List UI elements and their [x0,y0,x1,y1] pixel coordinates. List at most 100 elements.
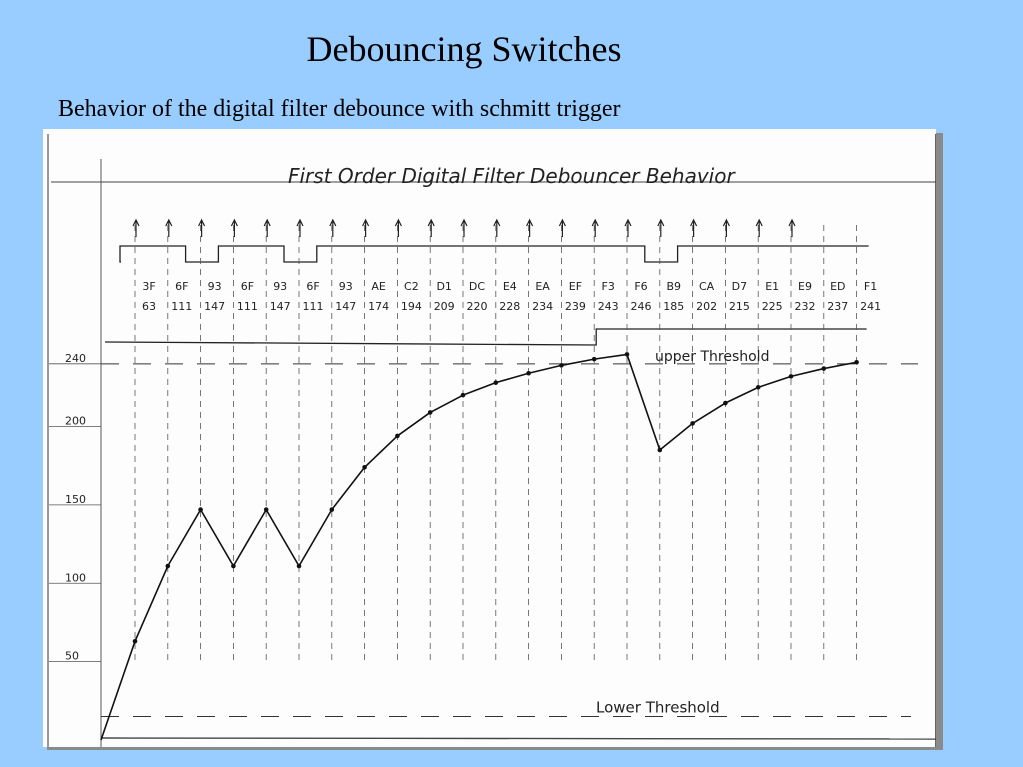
y-tick-label: 150 [65,493,86,506]
sample-decimal-label: 220 [467,300,488,313]
debounce-chart: First Order Digital Filter Debouncer Beh… [47,134,936,747]
y-tick-label: 240 [65,352,86,365]
sample-decimal-label: 246 [631,300,652,313]
data-point [559,363,564,368]
clock-arrow [624,218,632,237]
sample-hex-label: D7 [732,280,747,293]
sample-hex-label: CA [699,280,715,293]
trigger-output [104,328,867,346]
input-signal [119,245,869,263]
clock-arrow [132,218,140,237]
data-point [591,356,597,362]
y-axis: 240 200 150 100 50 [49,352,101,663]
clock-arrow [460,218,468,237]
slide-subtitle: Behavior of the digital filter debounce … [58,96,621,122]
y-tick-label: 100 [65,571,86,584]
data-point [165,563,171,569]
clock-arrow [230,218,238,237]
clock-arrows [132,218,796,237]
data-point [657,447,663,453]
sample-hex-label: B9 [667,280,682,293]
y-tick-label: 50 [65,650,79,663]
sample-decimal-label: 147 [204,300,225,313]
clock-arrow [394,218,402,237]
data-point [854,359,859,365]
sample-decimal-label: 215 [729,300,750,313]
data-point [624,352,630,357]
data-point [427,410,433,415]
sample-decimal-label: 147 [270,300,291,313]
sample-hex-label: E1 [765,280,779,293]
filter-curve [100,352,859,741]
data-point [460,392,466,398]
data-point [132,638,138,644]
clock-arrow [493,218,501,237]
lower-threshold-label: Lower Threshold [596,698,720,716]
sample-hex-label: 6F [241,280,254,293]
chart-title: First Order Digital Filter Debouncer Beh… [288,164,736,188]
sample-hex-label: 6F [175,280,188,293]
clock-arrow [198,218,206,237]
data-point [723,400,728,406]
upper-threshold-label: upper Threshold [655,349,769,365]
sample-decimal-label: 243 [598,300,619,313]
sample-hex-label: EF [569,280,582,293]
sample-decimal-label: 228 [499,300,520,313]
data-point [198,507,203,512]
sample-hex-label: AE [371,280,386,293]
sample-guides [134,225,857,664]
sample-decimal-label: 111 [171,300,192,313]
sample-hex-label: EA [535,280,550,293]
data-point [296,563,302,569]
sample-hex-label: 93 [273,280,287,293]
clock-arrow [165,218,173,237]
sample-decimal-label: 225 [762,300,783,313]
sample-hex-label: E4 [503,280,517,293]
clock-arrow [263,218,271,237]
clock-arrow [558,218,566,237]
sample-decimal-label: 232 [795,300,816,313]
sample-decimal-label: 111 [237,300,258,313]
data-point [263,507,269,512]
sample-hex-label: E9 [798,280,812,293]
sample-hex-label: 6F [306,280,319,293]
data-point [690,421,695,426]
clock-arrow [690,218,698,237]
data-point [329,507,335,512]
sample-hex-label: C2 [404,280,419,293]
sample-hex-label: DC [469,280,485,293]
sample-hex-label: F6 [634,280,647,293]
filter-curve-line [100,353,857,741]
sample-decimal-label: 202 [696,300,717,313]
data-point [493,380,499,385]
sample-labels: 3F 63 6F 111 93 147 6F 111 93 147 6F 111 93 147 AE 174 C… [142,280,881,313]
data-point [755,385,761,390]
clock-arrow [722,218,730,237]
sample-decimal-label: 239 [565,300,586,313]
input-signal-trace [119,245,869,263]
sample-hex-label: D1 [436,280,451,293]
clock-arrow [755,218,763,237]
sample-decimal-label: 194 [401,300,422,313]
data-point [362,464,367,470]
sample-decimal-label: 111 [303,300,324,313]
sample-decimal-label: 234 [532,300,553,313]
sample-decimal-label: 241 [860,300,881,313]
x-axis-line [100,737,936,740]
data-point [821,366,827,371]
clock-arrow [788,218,796,237]
sample-decimal-label: 209 [434,300,455,313]
sample-decimal-label: 185 [663,300,684,313]
data-point [395,433,400,439]
clock-arrow [362,218,370,237]
sample-hex-label: ED [830,280,845,293]
data-point [231,563,236,569]
chart-figure: First Order Digital Filter Debouncer Beh… [43,129,936,747]
sample-decimal-label: 174 [368,300,389,313]
data-point [526,370,531,376]
thresholds: upper Threshold Lower Threshold [101,349,918,717]
sample-hex-label: 93 [339,280,353,293]
sample-hex-label: 3F [142,280,155,293]
sample-hex-label: F1 [864,280,877,293]
slide-title: Debouncing Switches [306,29,622,69]
